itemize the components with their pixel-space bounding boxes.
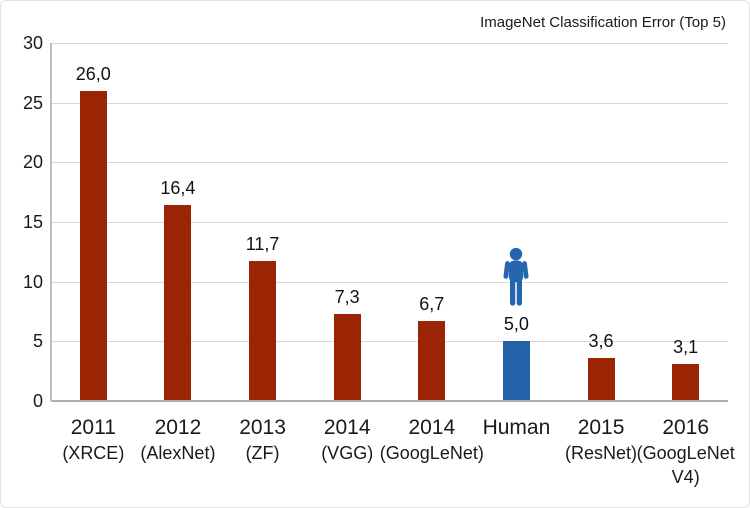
category-year-label: 2014 (323, 416, 371, 439)
gridline (51, 222, 728, 223)
category-model-label: (ZF) (245, 443, 280, 463)
x-axis-category-label: 2011 (XRCE) (38, 415, 148, 465)
bar (502, 341, 530, 400)
category-model-label: (GoogLeNet) (379, 443, 484, 463)
human-icon-shape (503, 247, 529, 306)
bar (587, 358, 615, 400)
gridline (51, 341, 728, 343)
category-model-label: (AlexNet) (140, 443, 216, 463)
bar (164, 205, 192, 400)
y-axis-line (50, 43, 52, 401)
y-tick-label: 0 (32, 391, 43, 411)
bar-value-label: 3,6 (588, 331, 614, 352)
bar-value-label: 26,0 (75, 63, 111, 84)
x-axis-category-label: 2015 (ResNet) (546, 415, 656, 465)
gridline (51, 43, 728, 44)
y-tick-label: 30 (22, 33, 43, 53)
gridline (51, 162, 728, 164)
bar (418, 321, 446, 400)
category-year-label: 2015 (577, 416, 625, 439)
category-year-label: 2014 (408, 416, 456, 439)
category-model-label: (ResNet) (565, 443, 638, 463)
x-axis-category-label: 2013 (ZF) (208, 415, 318, 465)
bar-value-label: 3,1 (673, 337, 699, 357)
x-axis-category-label: 2014 (VGG) (292, 415, 402, 465)
y-tick-label: 10 (22, 271, 43, 292)
bar-value-label: 7,3 (334, 286, 360, 307)
x-axis-category-label: Human (461, 415, 571, 441)
bar-value-label: 5,0 (503, 314, 529, 335)
bar-value-label: 16,4 (160, 178, 196, 199)
human-icon (501, 247, 531, 308)
bar-value-label: 11,7 (245, 234, 280, 255)
bar-value-label: 6,7 (419, 294, 445, 315)
y-tick-label: 25 (22, 92, 43, 113)
bar (79, 90, 107, 400)
gridline (51, 281, 728, 283)
x-axis-category-label: 2014 (GoogLeNet) (377, 415, 487, 465)
category-model-label: (VGG) (321, 443, 374, 463)
gridline (51, 102, 728, 104)
chart-title: ImageNet Classification Error (Top 5) (480, 14, 726, 31)
bar (672, 364, 700, 400)
y-tick-label: 5 (32, 331, 43, 352)
category-year-label: 2011 (70, 416, 116, 439)
category-year-label: Human (482, 416, 551, 439)
x-axis-category-label: 2016 (GoogLeNet V4) (631, 415, 741, 489)
category-year-label: 2013 (239, 416, 286, 439)
category-model-label: (GoogLeNet V4) (636, 443, 735, 487)
y-tick-label: 15 (22, 212, 43, 232)
category-year-label: 2016 (662, 416, 710, 439)
bar (249, 261, 277, 400)
x-axis-line (51, 400, 728, 402)
y-tick-label: 20 (22, 152, 43, 173)
bar (333, 313, 361, 400)
x-axis-category-label: 2012 (AlexNet) (123, 415, 233, 465)
category-model-label: (XRCE) (62, 443, 125, 463)
category-year-label: 2012 (154, 416, 202, 439)
